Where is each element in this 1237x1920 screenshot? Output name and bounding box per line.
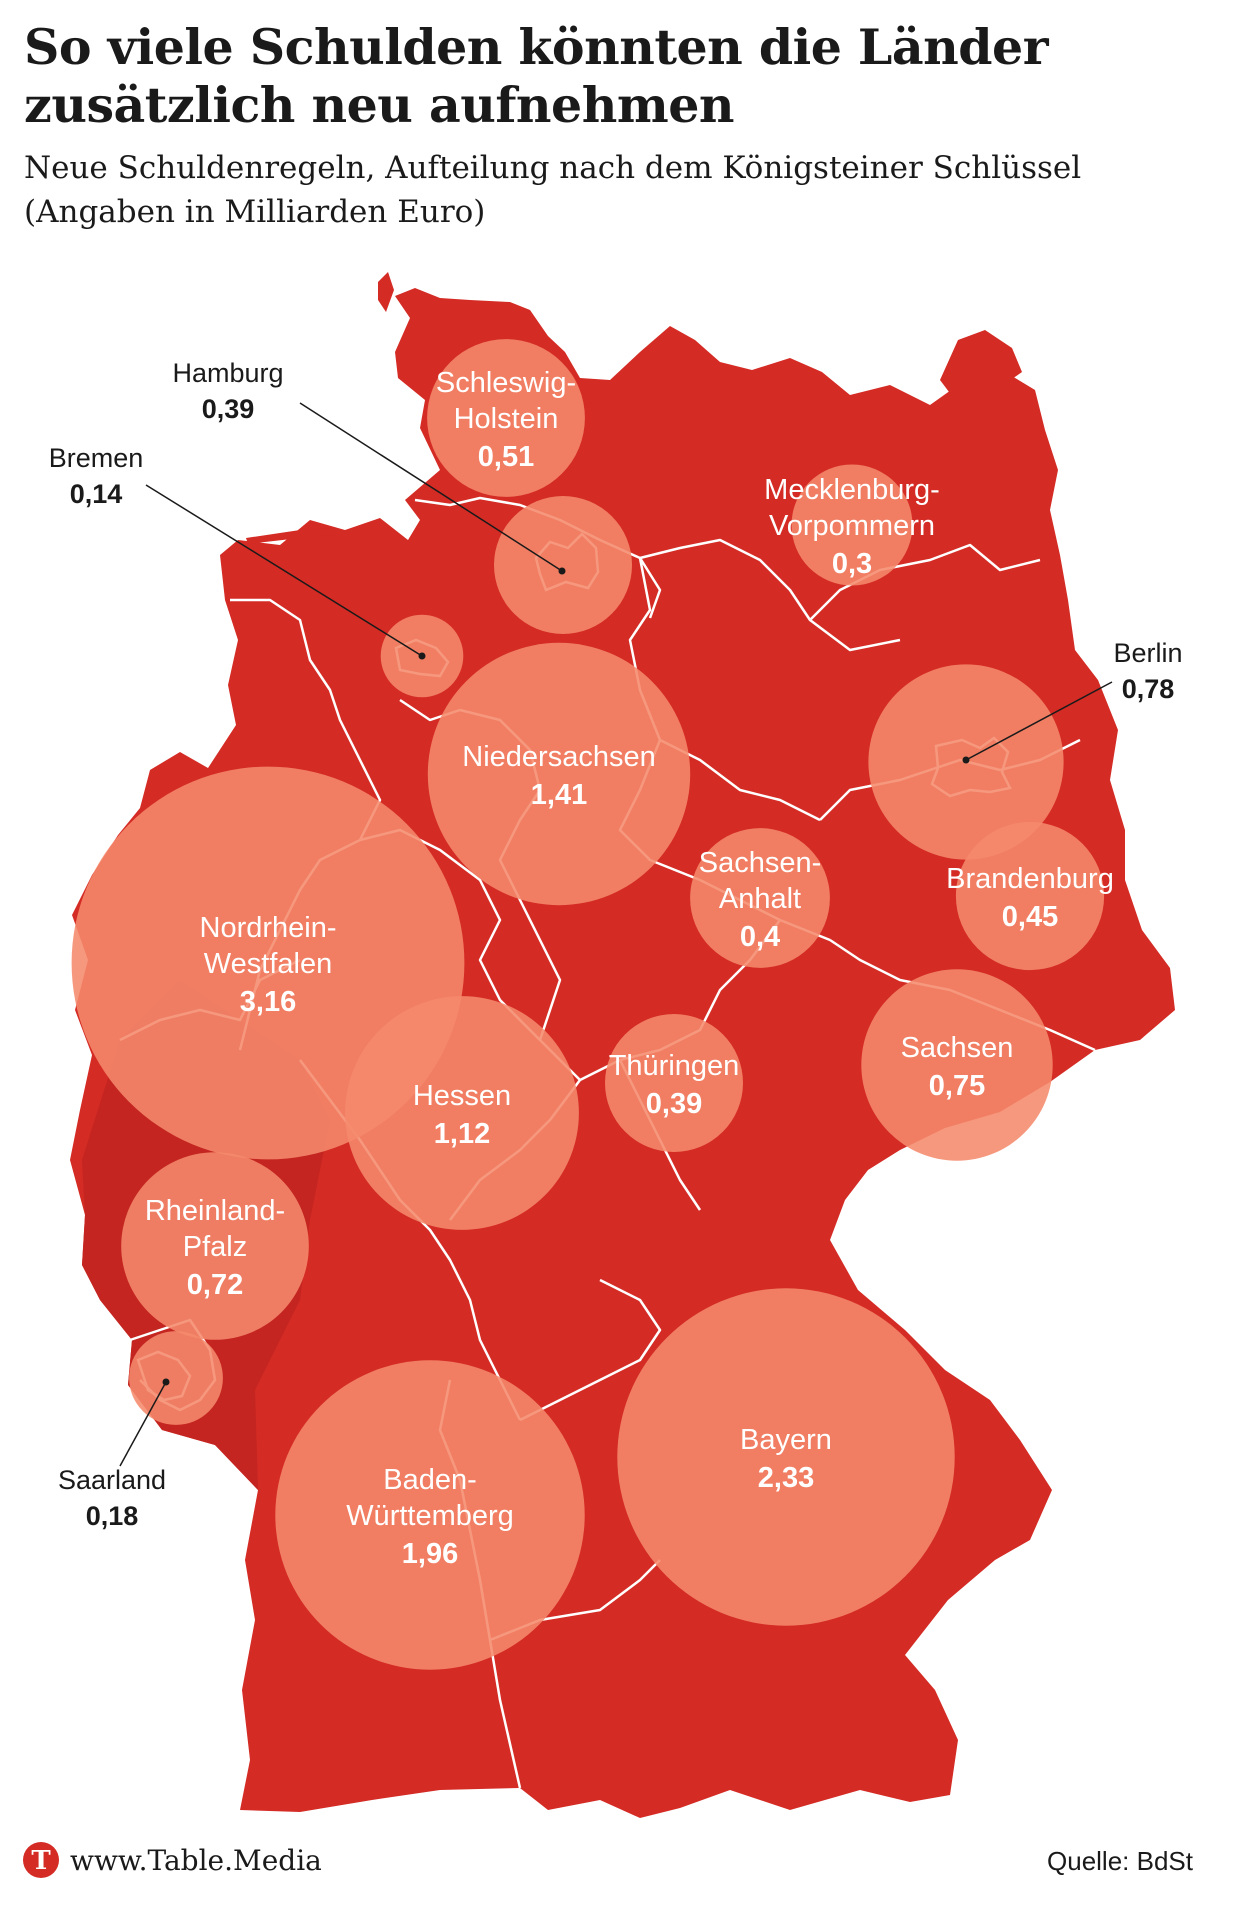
bubble-layer	[71, 339, 1105, 1670]
label-value-baden-württemberg: 1,96	[402, 1538, 458, 1570]
bubble-mecklenburg-vorpommern	[791, 464, 913, 586]
bubble-rheinland-pfalz	[121, 1152, 309, 1340]
label-value-bayern: 2,33	[758, 1462, 814, 1494]
label-value-rheinland-pfalz: 0,72	[187, 1269, 243, 1301]
leader-line-bremen	[145, 484, 423, 657]
label-name-nordrhein-westfalen: Westfalen	[204, 948, 332, 980]
leader-line-saarland	[119, 1381, 167, 1467]
leader-line-berlin	[965, 681, 1113, 761]
label-name-brandenburg: Brandenburg	[946, 863, 1114, 895]
label-name-mecklenburg-vorpommern: Mecklenburg-	[764, 474, 940, 506]
label-name-schleswig-holstein: Holstein	[454, 403, 559, 435]
label-name-sachsen: Sachsen	[901, 1032, 1014, 1064]
table-media-logo-icon: T	[23, 1842, 59, 1878]
label-name-rheinland-pfalz: Rheinland-	[145, 1195, 285, 1227]
leader-layer	[119, 402, 1113, 1467]
label-name-berlin: Berlin	[1113, 638, 1182, 668]
bubble-sachsen-anhalt	[690, 828, 830, 968]
label-name-mecklenburg-vorpommern: Vorpommern	[769, 510, 935, 542]
brand-url: www.Table.Media	[70, 1843, 322, 1877]
leader-dot-bremen	[418, 652, 426, 660]
leader-line-hamburg	[299, 402, 563, 572]
label-name-hessen: Hessen	[413, 1080, 511, 1112]
label-value-nordrhein-westfalen: 3,16	[240, 986, 296, 1018]
label-value-mecklenburg-vorpommern: 0,3	[832, 548, 872, 580]
label-value-hamburg: 0,39	[202, 394, 255, 424]
label-name-bayern: Bayern	[740, 1424, 832, 1456]
source-note: Quelle: BdSt	[1047, 1846, 1193, 1876]
label-value-sachsen-anhalt: 0,4	[740, 921, 780, 953]
bubble-sachsen	[861, 969, 1053, 1161]
bubble-schleswig-holstein	[427, 339, 585, 497]
bubble-niedersachsen	[427, 642, 691, 906]
label-value-niedersachsen: 1,41	[531, 779, 587, 811]
chart-title: So viele Schulden könnten die Länder zus…	[24, 18, 1049, 134]
label-value-hessen: 1,12	[434, 1118, 490, 1150]
label-value-brandenburg: 0,45	[1002, 901, 1058, 933]
leader-dot-hamburg	[558, 567, 566, 575]
leader-dot-saarland	[162, 1378, 170, 1386]
label-value-saarland: 0,18	[86, 1501, 139, 1531]
north-frisian-islands	[378, 272, 394, 312]
bubble-hamburg	[494, 496, 632, 634]
label-name-thüringen: Thüringen	[609, 1050, 740, 1082]
label-name-saarland: Saarland	[58, 1465, 166, 1495]
label-name-sachsen-anhalt: Sachsen-	[699, 847, 822, 879]
brand: T www.Table.Media	[22, 1838, 322, 1882]
label-layer: Schleswig- Holstein 0,51 Hamburg 0,39 Bremen 0…	[49, 358, 1183, 1570]
ruegen-island	[940, 330, 1022, 400]
bubble-hessen	[345, 996, 579, 1230]
brand-initial: T	[31, 1846, 51, 1876]
label-value-berlin: 0,78	[1122, 674, 1175, 704]
bubble-saarland	[129, 1331, 223, 1425]
label-name-baden-württemberg: Baden-	[383, 1464, 477, 1496]
label-name-nordrhein-westfalen: Nordrhein-	[200, 912, 337, 944]
east-frisian-islands	[246, 528, 338, 544]
fehmarn-island	[672, 378, 706, 406]
label-name-sachsen-anhalt: Anhalt	[719, 883, 801, 915]
label-value-thüringen: 0,39	[646, 1088, 702, 1120]
label-name-hamburg: Hamburg	[172, 358, 283, 388]
bubble-baden-württemberg	[275, 1360, 585, 1670]
label-name-niedersachsen: Niedersachsen	[462, 741, 655, 773]
bubble-bayern	[617, 1288, 955, 1626]
label-value-sachsen: 0,75	[929, 1070, 985, 1102]
label-name-baden-württemberg: Württemberg	[346, 1500, 514, 1532]
bubble-brandenburg	[955, 821, 1105, 971]
label-value-bremen: 0,14	[70, 479, 123, 509]
label-name-schleswig-holstein: Schleswig-	[436, 367, 576, 399]
label-name-rheinland-pfalz: Pfalz	[183, 1231, 247, 1263]
chart-subtitle: Neue Schuldenregeln, Aufteilung nach dem…	[24, 150, 1082, 230]
label-value-schleswig-holstein: 0,51	[478, 441, 534, 473]
bubble-thüringen	[605, 1014, 743, 1152]
leader-dot-berlin	[962, 756, 970, 764]
label-name-bremen: Bremen	[49, 443, 144, 473]
